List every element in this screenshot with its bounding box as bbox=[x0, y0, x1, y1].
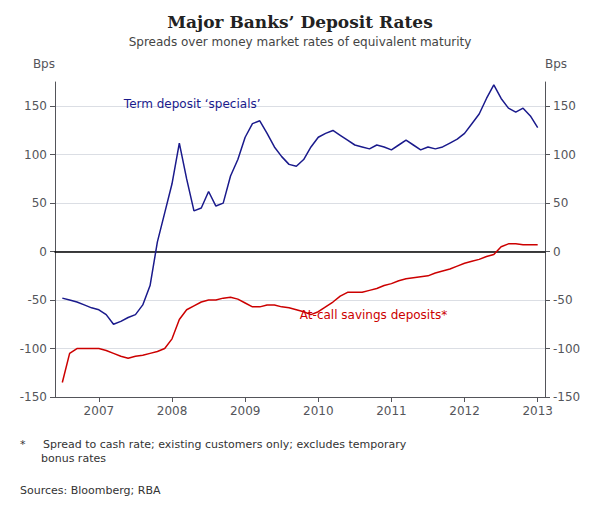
svg-text:-100: -100 bbox=[553, 342, 580, 356]
svg-text:0: 0 bbox=[553, 245, 561, 259]
svg-text:-150: -150 bbox=[553, 390, 580, 404]
svg-text:2009: 2009 bbox=[230, 404, 261, 418]
svg-text:50: 50 bbox=[553, 196, 568, 210]
svg-text:50: 50 bbox=[32, 196, 47, 210]
svg-text:2012: 2012 bbox=[449, 404, 480, 418]
svg-text:100: 100 bbox=[24, 148, 47, 162]
svg-text:* Spread to cash rate; exi: * Spread to cash rate; existing customer… bbox=[20, 438, 407, 451]
svg-text:Bps: Bps bbox=[545, 57, 567, 71]
svg-text:100: 100 bbox=[553, 148, 576, 162]
svg-text:-150: -150 bbox=[20, 390, 47, 404]
svg-text:Bps: Bps bbox=[33, 57, 55, 71]
svg-text:150: 150 bbox=[553, 99, 576, 113]
svg-text:Spreads over money market rate: Spreads over money market rates of equiv… bbox=[129, 35, 472, 49]
svg-text:-50: -50 bbox=[553, 293, 573, 307]
svg-text:2010: 2010 bbox=[303, 404, 334, 418]
svg-text:2007: 2007 bbox=[84, 404, 115, 418]
svg-text:2013: 2013 bbox=[522, 404, 553, 418]
svg-text:2011: 2011 bbox=[376, 404, 407, 418]
svg-text:bonus rates: bonus rates bbox=[20, 452, 106, 465]
svg-text:Major Banks’ Deposit Rates: Major Banks’ Deposit Rates bbox=[167, 12, 432, 32]
svg-text:150: 150 bbox=[24, 99, 47, 113]
svg-text:0: 0 bbox=[39, 245, 47, 259]
svg-text:Sources: Bloomberg; RBA: Sources: Bloomberg; RBA bbox=[20, 484, 161, 497]
svg-text:At-call savings deposits*: At-call savings deposits* bbox=[300, 308, 447, 322]
svg-text:-100: -100 bbox=[20, 342, 47, 356]
svg-text:-50: -50 bbox=[27, 293, 47, 307]
svg-text:Term deposit ‘specials’: Term deposit ‘specials’ bbox=[123, 97, 261, 111]
svg-text:2008: 2008 bbox=[157, 404, 188, 418]
